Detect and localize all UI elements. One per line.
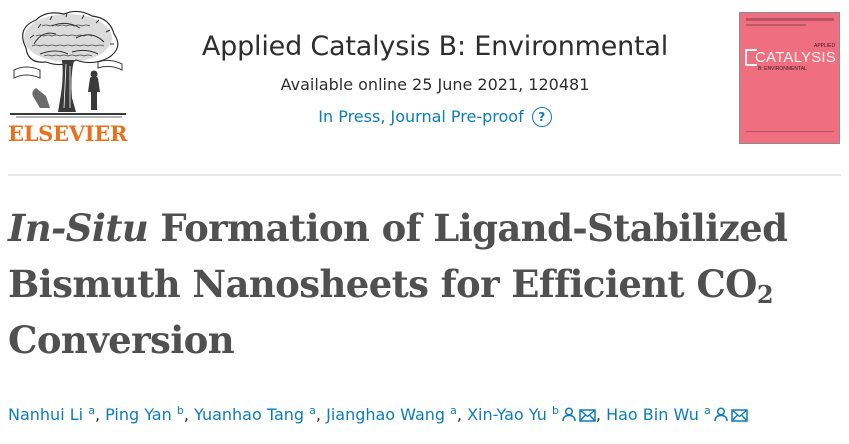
author-name: Nanhui Li: [8, 405, 84, 424]
person-icon[interactable]: [713, 407, 728, 422]
affiliation-marker: a: [703, 404, 711, 417]
cover-logo-mark: [745, 49, 757, 66]
affiliation-marker: b: [551, 404, 559, 417]
journal-cover-image[interactable]: APPLIED CATALYSIS B: ENVIRONMENTAL: [739, 12, 840, 144]
author-separator: ,: [315, 405, 327, 424]
author-name: Xin-Yao Yu: [467, 405, 547, 424]
author-separator: ,: [94, 405, 106, 424]
title-subscript: 2: [756, 280, 774, 309]
article-status: In Press, Journal Pre-proof ?: [318, 107, 552, 127]
title-main-part: Formation of Ligand-Stabilized Bismuth N…: [8, 206, 788, 306]
author-name: Jianghao Wang: [326, 405, 446, 424]
journal-title-link[interactable]: Applied Catalysis B: Environmental: [201, 31, 669, 62]
author-separator: ,: [183, 405, 194, 424]
author-name: Yuanhao Tang: [194, 405, 305, 424]
affiliation-marker: a: [88, 404, 95, 417]
article-title: In-Situ Formation of Ligand-Stabilized B…: [8, 200, 838, 368]
header-divider: [8, 174, 841, 176]
availability-text: Available online 25 June 2021, 120481: [280, 75, 590, 94]
author-link[interactable]: Yuanhao Tang a: [194, 405, 316, 424]
elsevier-tree-logo[interactable]: [6, 8, 130, 150]
affiliation-marker: b: [176, 404, 184, 417]
elsevier-wordmark[interactable]: ELSEVIER: [8, 121, 128, 146]
author-link[interactable]: Xin-Yao Yu b: [467, 405, 596, 424]
author-link[interactable]: Nanhui Li a: [8, 405, 95, 424]
author-name: Ping Yan: [105, 405, 172, 424]
affiliation-marker: a: [450, 404, 457, 417]
question-circle-icon[interactable]: ?: [531, 107, 552, 127]
status-link[interactable]: In Press, Journal Pre-proof: [318, 107, 524, 126]
envelope-icon[interactable]: [579, 409, 596, 422]
author-list: Nanhui Li a, Ping Yan b, Yuanhao Tang a,…: [8, 404, 848, 426]
author-link[interactable]: Ping Yan b: [105, 405, 184, 424]
author-name: Hao Bin Wu: [606, 405, 699, 424]
cover-decoration: [746, 131, 834, 137]
cover-text: B: ENVIRONMENTAL: [758, 66, 807, 72]
title-end-part: Conversion: [8, 318, 235, 362]
author-link[interactable]: Hao Bin Wu a: [606, 405, 748, 424]
cover-text: CATALYSIS: [755, 49, 836, 66]
title-italic-part: In-Situ: [8, 206, 149, 250]
journal-header: Applied Catalysis B: Environmental Avail…: [140, 30, 730, 127]
cover-decoration: [746, 24, 806, 26]
person-icon[interactable]: [562, 407, 576, 422]
author-link[interactable]: Jianghao Wang a: [326, 405, 457, 424]
author-separator: ,: [456, 405, 468, 424]
cover-decoration: [746, 18, 834, 21]
author-separator: ,: [595, 405, 607, 424]
tree-icon: [10, 10, 126, 118]
envelope-icon[interactable]: [730, 409, 748, 422]
cover-text: APPLIED: [814, 43, 836, 49]
affiliation-marker: a: [309, 404, 316, 417]
